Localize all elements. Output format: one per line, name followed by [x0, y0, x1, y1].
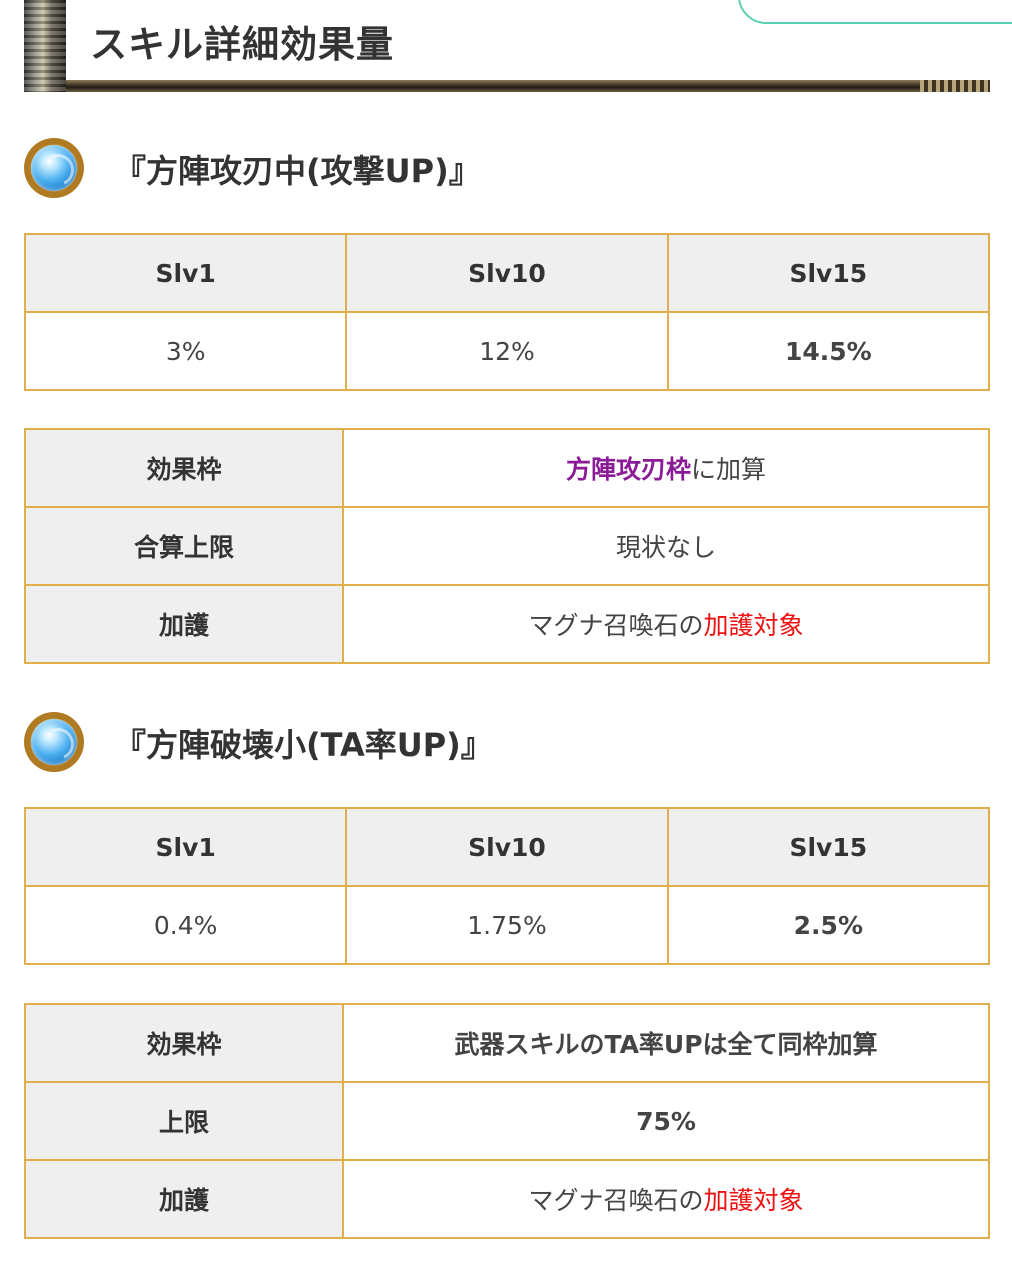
detail-text: マグナ召喚石の [528, 1186, 704, 1215]
level-header: Slv10 [345, 807, 669, 887]
table-row: Slv1 Slv10 Slv15 [23, 233, 991, 313]
level-header: Slv1 [23, 233, 348, 313]
skill-name: 『方陣攻刃中(攻撃UP)』 [114, 152, 481, 190]
level-header: Slv10 [345, 233, 669, 313]
level-header: Slv15 [666, 233, 991, 313]
level-header: Slv1 [23, 807, 348, 887]
blue-orb-skill-icon [24, 712, 84, 772]
detail-value: 武器スキルのTA率UPは全て同枠加算 [342, 1003, 990, 1083]
detail-value: 現状なし [342, 506, 990, 586]
detail-label: 上限 [24, 1081, 344, 1161]
detail-text: に加算 [691, 455, 767, 484]
table-row: 効果枠 武器スキルのTA率UPは全て同枠加算 [24, 1003, 990, 1083]
detail-label: 効果枠 [24, 1003, 344, 1083]
table-row: 3% 12% 14.5% [23, 311, 991, 391]
detail-value: マグナ召喚石の加護対象 [342, 584, 990, 664]
detail-value: 75% [342, 1081, 990, 1161]
table-row: 0.4% 1.75% 2.5% [23, 885, 991, 965]
highlight-text: 加護対象 [703, 611, 804, 640]
level-header: Slv15 [666, 807, 991, 887]
table-row: 加護 マグナ召喚石の加護対象 [24, 1159, 990, 1239]
table-row: 加護 マグナ召喚石の加護対象 [24, 584, 990, 664]
detail-text: マグナ召喚石の [528, 611, 704, 640]
detail-label: 加護 [24, 1159, 344, 1239]
detail-label: 効果枠 [24, 428, 344, 508]
detail-label: 合算上限 [24, 506, 344, 586]
skill-heading-1: 『方陣攻刃中(攻撃UP)』 [24, 138, 990, 202]
section-title: スキル詳細効果量 [90, 23, 394, 66]
skill-heading-2: 『方陣破壊小(TA率UP)』 [24, 712, 990, 776]
skill-name: 『方陣破壊小(TA率UP)』 [114, 726, 493, 764]
corner-tab-button[interactable] [738, 0, 1012, 24]
header-divider [66, 80, 990, 92]
level-value: 12% [345, 311, 669, 391]
detail-value: 方陣攻刃枠に加算 [342, 428, 990, 508]
table-row: 合算上限 現状なし [24, 506, 990, 586]
skill-level-table-2: Slv1 Slv10 Slv15 0.4% 1.75% 2.5% [23, 807, 991, 965]
section-header: スキル詳細効果量 [24, 0, 990, 92]
detail-label: 加護 [24, 584, 344, 664]
table-row: 効果枠 方陣攻刃枠に加算 [24, 428, 990, 508]
level-value: 1.75% [345, 885, 669, 965]
header-ornament-icon [24, 0, 66, 92]
skill-detail-table-2: 効果枠 武器スキルのTA率UPは全て同枠加算 上限 75% 加護 マグナ召喚石の… [24, 1003, 990, 1239]
highlight-text: 加護対象 [703, 1186, 804, 1215]
level-value: 3% [23, 311, 348, 391]
level-value: 0.4% [23, 885, 348, 965]
level-value-max: 14.5% [666, 311, 991, 391]
skill-detail-table-1: 効果枠 方陣攻刃枠に加算 合算上限 現状なし 加護 マグナ召喚石の加護対象 [24, 428, 990, 664]
skill-level-table-1: Slv1 Slv10 Slv15 3% 12% 14.5% [23, 233, 991, 391]
blue-orb-skill-icon [24, 138, 84, 198]
highlight-text: 方陣攻刃枠 [565, 455, 691, 484]
table-row: Slv1 Slv10 Slv15 [23, 807, 991, 887]
table-row: 上限 75% [24, 1081, 990, 1161]
level-value-max: 2.5% [666, 885, 991, 965]
detail-value: マグナ召喚石の加護対象 [342, 1159, 990, 1239]
